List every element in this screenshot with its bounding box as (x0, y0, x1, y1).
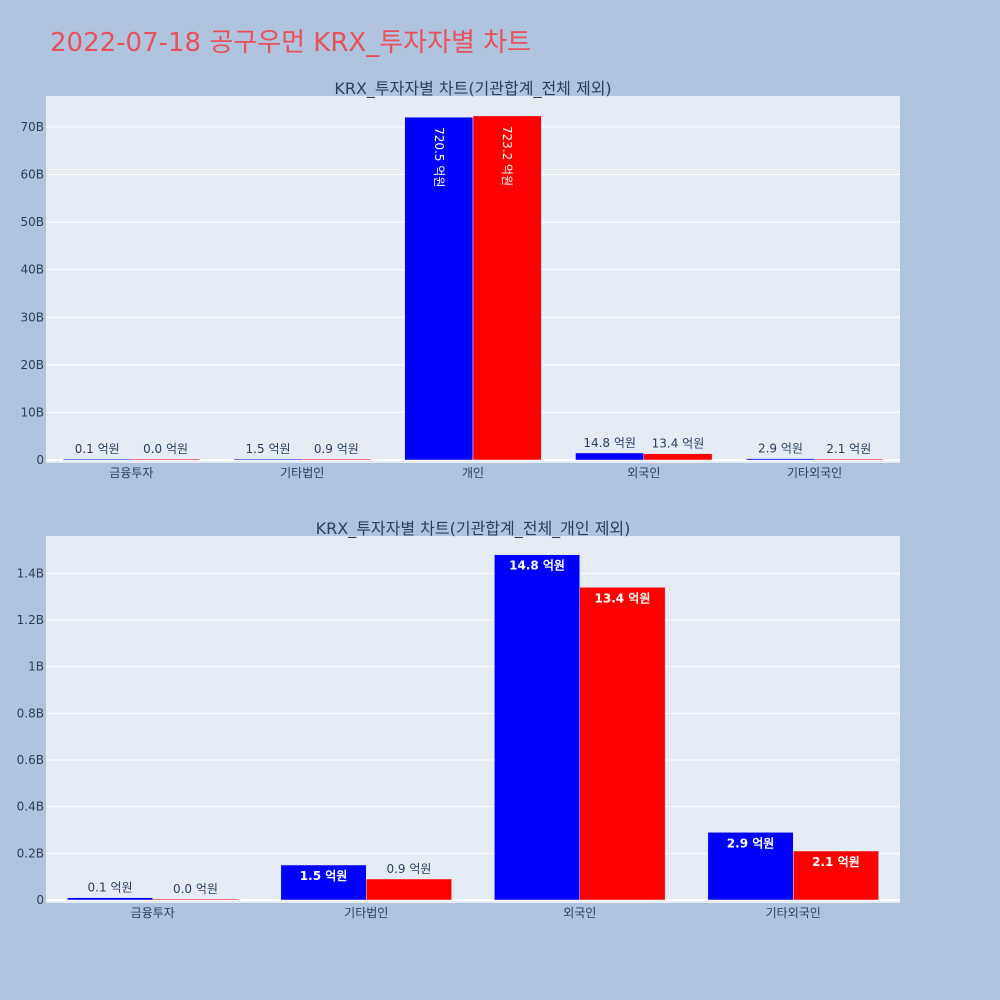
bar-data-label: 1.5 억원 (246, 442, 291, 456)
bar-data-label: 0.9 억원 (314, 442, 359, 456)
bar (472, 115, 542, 461)
y-tick-label: 10B (20, 405, 44, 419)
bar-data-label: 2.1 억원 (826, 442, 871, 456)
bar-data-label: 2.9 억원 (758, 442, 803, 456)
y-tick-label: 70B (20, 120, 44, 134)
y-tick-label: 30B (20, 310, 44, 324)
bar (280, 864, 367, 901)
y-tick-label: 40B (20, 263, 44, 277)
x-tick-label: 금융투자 (109, 466, 153, 480)
y-tick-label: 60B (20, 168, 44, 182)
bar-data-label: 0.0 억원 (143, 442, 188, 456)
chart-bottom: 0 0.2B 0.4B 0.6B 0.8B 1B 1.2B 1.4B KRX_투자자별 차트(기… (17, 519, 900, 920)
chart-title: KRX_투자자별 차트(기관합계_전체 제외) (334, 79, 611, 99)
y-tick-label: 0 (36, 453, 44, 467)
bar (404, 116, 474, 461)
bar-data-label: 14.8 억원 (509, 559, 565, 573)
x-tick-label: 개인 (462, 466, 484, 480)
bar (494, 554, 581, 901)
bar-data-label: 0.9 억원 (386, 862, 431, 876)
bar (152, 898, 239, 901)
x-tick-label: 외국인 (627, 466, 660, 480)
bar-data-label: 0.1 억원 (88, 881, 133, 895)
bar-data-label: 2.9 억원 (727, 836, 775, 850)
bar (301, 458, 371, 461)
page-title: 2022-07-18 공구우먼 KRX_투자자별 차트 (50, 28, 532, 58)
y-tick-label: 0.4B (17, 800, 44, 814)
x-tick-label: 기타외국인 (766, 906, 821, 920)
y-tick-label: 1B (28, 660, 44, 674)
y-tick-label: 0.2B (17, 846, 44, 860)
bar-data-label: 13.4 억원 (652, 437, 705, 451)
bar-data-label: 1.5 억원 (300, 869, 348, 883)
x-tick-label: 기타법인 (280, 466, 324, 480)
chart-top: 0 10B 20B 30B 40B 50B 60B 70B KRX_투자자별 차트(기관합계_전… (20, 79, 900, 480)
x-tick-label: 외국인 (563, 906, 596, 920)
bar (579, 587, 666, 901)
bar-data-label: 14.8 억원 (583, 436, 636, 450)
y-tick-label: 1.2B (17, 613, 44, 627)
bar (366, 878, 452, 901)
y-tick-label: 0.8B (17, 706, 44, 720)
bar-data-label: 13.4 억원 (595, 591, 651, 605)
bar (131, 458, 200, 461)
y-tick-label: 50B (20, 215, 44, 229)
bar (643, 453, 713, 461)
chart-title: KRX_투자자별 차트(기관합계_전체_개인 제외) (316, 519, 631, 539)
bar-data-label: 0.1 억원 (75, 442, 120, 456)
x-tick-label: 금융투자 (131, 906, 175, 920)
bar-data-label: 723.2 억원 (500, 126, 514, 186)
y-tick-label: 0.6B (17, 753, 44, 767)
bar (707, 832, 794, 901)
y-tick-label: 20B (20, 358, 44, 372)
y-tick-label: 0 (36, 893, 44, 907)
x-tick-label: 기타외국인 (787, 466, 842, 480)
x-tick-label: 기타법인 (344, 906, 388, 920)
bar-data-label: 2.1 억원 (812, 855, 860, 869)
bar-data-label: 0.0 억원 (173, 882, 218, 896)
bar (793, 850, 879, 901)
bar (67, 897, 153, 901)
y-tick-label: 1.4B (17, 566, 44, 580)
bar-data-label: 720.5 억원 (432, 127, 446, 187)
bar (814, 458, 884, 461)
